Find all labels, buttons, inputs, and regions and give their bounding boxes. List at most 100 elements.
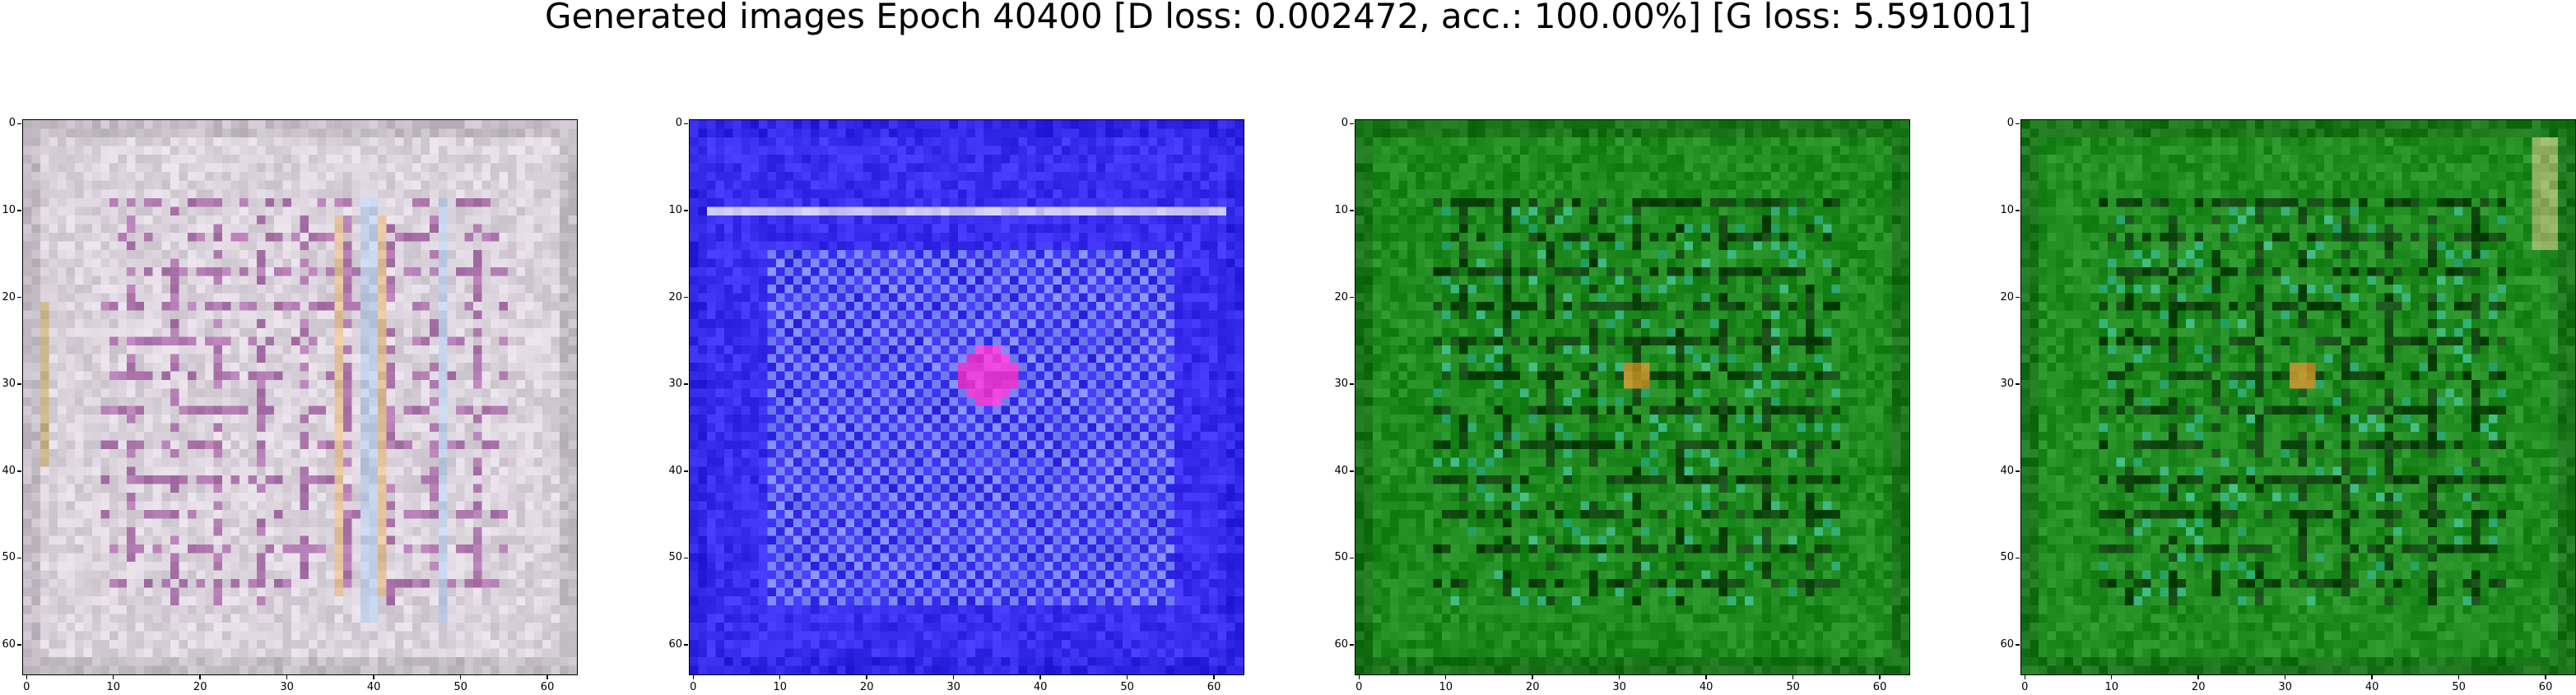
x-tick-label: 20 — [193, 681, 207, 693]
y-tick — [2016, 123, 2020, 125]
y-tick — [1350, 644, 1354, 646]
y-tick — [684, 123, 688, 125]
x-tick — [692, 675, 695, 679]
x-tick-label: 0 — [690, 681, 697, 693]
y-tick-label: 60 — [668, 638, 682, 651]
y-tick — [1350, 383, 1354, 385]
x-tick — [2197, 675, 2199, 679]
y-tick-label: 40 — [668, 464, 682, 477]
y-tick — [2016, 296, 2020, 299]
x-tick-label: 30 — [946, 681, 960, 693]
y-tick — [1350, 296, 1354, 299]
x-tick-label: 60 — [2538, 681, 2553, 693]
x-tick — [1039, 675, 1041, 679]
x-tick — [1705, 675, 1707, 679]
generated-image-2 — [689, 119, 1244, 675]
y-tick — [17, 296, 21, 299]
y-tick-label: 10 — [668, 203, 682, 216]
x-tick — [1358, 675, 1360, 679]
x-tick — [112, 675, 114, 679]
x-tick — [199, 675, 201, 679]
y-tick — [1350, 123, 1354, 125]
x-tick — [2284, 675, 2286, 679]
x-tick-label: 40 — [1033, 681, 1048, 693]
x-tick — [1618, 675, 1620, 679]
x-tick-label: 20 — [2191, 681, 2206, 693]
y-tick — [17, 210, 21, 211]
y-tick-label: 40 — [2, 464, 16, 477]
y-tick-label: 30 — [1334, 378, 1348, 391]
x-tick — [779, 675, 781, 679]
y-tick-label: 60 — [1334, 638, 1348, 651]
x-tick-label: 20 — [859, 681, 874, 693]
x-tick-label: 40 — [2364, 681, 2379, 693]
x-tick — [1532, 675, 1533, 679]
y-tick-label: 20 — [668, 290, 682, 303]
y-tick-label: 0 — [2006, 117, 2014, 130]
y-tick-label: 50 — [2, 551, 16, 564]
y-tick — [684, 470, 688, 472]
y-tick — [17, 470, 21, 472]
image-panel-3: 0 10 20 30 40 50 60 0 10 20 30 40 50 60 — [1334, 118, 1910, 693]
y-tick — [1350, 470, 1354, 472]
x-tick-label: 10 — [2104, 681, 2118, 693]
x-tick — [2545, 675, 2546, 679]
y-tick-label: 30 — [668, 378, 682, 391]
x-tick-label: 50 — [1120, 681, 1134, 693]
x-tick — [2110, 675, 2113, 679]
x-tick-label: 50 — [1786, 681, 1800, 693]
figure-title: Generated images Epoch 40400 [D loss: 0.… — [544, 0, 2032, 36]
x-tick — [459, 675, 462, 679]
y-tick — [684, 296, 688, 299]
y-tick — [684, 210, 688, 211]
x-tick-label: 30 — [2278, 681, 2292, 693]
y-tick — [684, 557, 688, 559]
y-tick-label: 40 — [2000, 464, 2014, 477]
x-tick — [2371, 675, 2373, 679]
y-tick-label: 50 — [2000, 551, 2014, 564]
x-tick — [1213, 675, 1215, 679]
y-tick — [2016, 557, 2020, 559]
y-tick-label: 10 — [2000, 203, 2014, 216]
y-tick-label: 0 — [1341, 117, 1348, 130]
x-tick-label: 20 — [1525, 681, 1540, 693]
y-tick-label: 0 — [8, 117, 16, 130]
y-tick — [1350, 557, 1354, 559]
image-panel-2: 0 10 20 30 40 50 60 0 10 20 30 40 50 60 — [668, 118, 1244, 693]
y-tick-label: 0 — [675, 117, 682, 130]
y-tick — [1350, 210, 1354, 211]
x-tick — [1444, 675, 1447, 679]
y-tick — [17, 123, 21, 125]
x-tick-label: 30 — [1612, 681, 1626, 693]
y-tick-label: 10 — [1334, 203, 1348, 216]
y-tick-label: 60 — [2, 638, 16, 651]
y-tick — [684, 644, 688, 646]
x-tick — [373, 675, 374, 679]
image-panel-4: 0 10 20 30 40 50 60 0 10 20 30 40 50 60 — [2000, 118, 2576, 693]
y-tick-label: 50 — [668, 551, 682, 564]
y-tick-label: 10 — [2, 203, 16, 216]
x-tick — [1879, 675, 1881, 679]
y-tick — [17, 383, 21, 385]
y-tick — [2016, 644, 2020, 646]
x-tick-label: 10 — [773, 681, 787, 693]
x-tick — [26, 675, 28, 679]
x-tick — [286, 675, 288, 679]
y-tick-label: 40 — [1334, 464, 1348, 477]
y-tick-label: 20 — [2, 290, 16, 303]
x-tick-label: 0 — [23, 681, 30, 693]
x-tick — [2457, 675, 2460, 679]
x-tick — [546, 675, 548, 679]
x-tick — [1126, 675, 1128, 679]
x-tick-label: 60 — [1872, 681, 1887, 693]
y-tick — [684, 383, 688, 385]
x-tick-label: 60 — [1207, 681, 1221, 693]
x-tick — [2024, 675, 2026, 679]
generated-image-1 — [22, 119, 578, 675]
y-tick — [2016, 210, 2020, 211]
y-tick-label: 20 — [2000, 290, 2014, 303]
y-tick — [2016, 470, 2020, 472]
x-tick-label: 10 — [106, 681, 120, 693]
y-tick-label: 20 — [1334, 290, 1348, 303]
x-tick-label: 0 — [2021, 681, 2029, 693]
